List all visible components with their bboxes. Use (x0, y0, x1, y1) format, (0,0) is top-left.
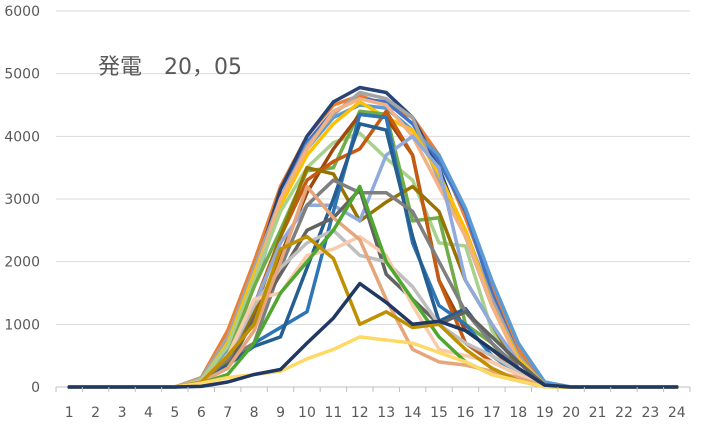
series-line-10 (67, 112, 679, 389)
x-tick-label: 8 (250, 405, 259, 421)
x-tick-label: 16 (457, 405, 475, 421)
y-tick-label: 0 (31, 380, 40, 396)
x-tick-label: 19 (536, 405, 554, 421)
x-tick-label: 12 (351, 405, 369, 421)
y-tick-label: 3000 (4, 192, 40, 208)
x-tick-label: 23 (641, 405, 659, 421)
series-lines (67, 85, 679, 389)
x-tick-label: 17 (483, 405, 501, 421)
y-tick-label: 5000 (4, 67, 40, 83)
series-line-14 (67, 112, 679, 389)
x-tick-label: 5 (170, 405, 179, 421)
series-line-1 (67, 93, 679, 389)
y-tick-label: 4000 (4, 129, 40, 145)
series-line-11 (67, 109, 679, 389)
gridlines (56, 10, 690, 388)
x-tick-label: 1 (65, 405, 74, 421)
series-line-15 (67, 122, 679, 389)
series-line-7 (67, 96, 679, 389)
x-tick-label: 11 (324, 405, 342, 421)
y-tick-label: 1000 (4, 317, 40, 333)
x-tick-label: 14 (404, 405, 422, 421)
x-tick-label: 13 (377, 405, 395, 421)
y-tick-label: 2000 (4, 255, 40, 271)
x-tick-label: 18 (509, 405, 527, 421)
y-tick-label: 6000 (4, 4, 40, 20)
series-line-21 (67, 184, 679, 389)
series-line-9 (67, 109, 679, 389)
x-tick-label: 4 (144, 405, 153, 421)
x-tick-label: 2 (91, 405, 100, 421)
x-tick-label: 21 (589, 405, 607, 421)
series-line-18 (67, 228, 679, 389)
x-tick-label: 20 (562, 405, 580, 421)
x-tick-label: 24 (668, 405, 686, 421)
series-line-3 (67, 96, 679, 389)
series-line-23 (67, 335, 679, 389)
series-line-20 (67, 184, 679, 389)
x-tick-label: 7 (223, 405, 232, 421)
x-tick-label: 6 (197, 405, 206, 421)
x-tick-label: 9 (276, 405, 285, 421)
series-line-12 (67, 165, 679, 389)
x-tick-label: 10 (298, 405, 316, 421)
chart-title: 発電 20，05 (98, 55, 242, 80)
x-tick-label: 3 (118, 405, 127, 421)
x-tick-label: 15 (430, 405, 448, 421)
x-tick-label: 22 (615, 405, 633, 421)
series-line-24 (67, 281, 679, 389)
